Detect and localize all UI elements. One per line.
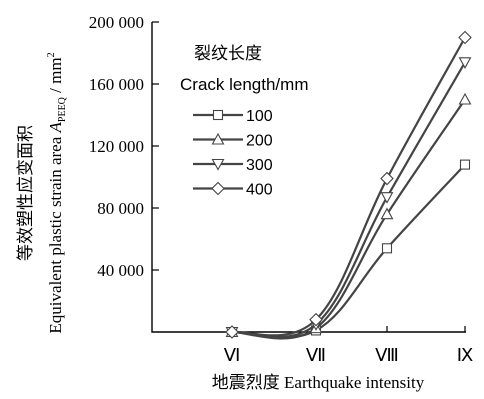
legend-label: 200 bbox=[246, 133, 273, 150]
x-tick-label: Ⅷ bbox=[375, 345, 399, 365]
y-axis-title-en-group: Equivalent plastic strain area APEEQ / m… bbox=[46, 52, 68, 333]
data-point bbox=[458, 57, 472, 69]
data-point bbox=[458, 30, 472, 45]
legend-label: 100 bbox=[246, 108, 273, 125]
axis-lines bbox=[151, 22, 466, 333]
y-tick-label: 120 000 bbox=[89, 137, 144, 156]
legend-marker bbox=[211, 158, 225, 171]
data-point bbox=[309, 312, 323, 327]
y-axis-title-zh-group: 等效塑性应变面积 bbox=[16, 125, 35, 261]
legend-item-400: 400 bbox=[193, 182, 273, 199]
y-axis-var: A bbox=[46, 121, 65, 133]
y-tick-label: 160 000 bbox=[89, 75, 144, 94]
series-line bbox=[231, 61, 466, 339]
series-400 bbox=[225, 30, 472, 339]
legend-label: 400 bbox=[246, 182, 273, 199]
data-point bbox=[225, 325, 239, 339]
data-point bbox=[380, 171, 394, 186]
legend-marker bbox=[211, 132, 225, 145]
legend-item-100: 100 bbox=[193, 108, 273, 125]
y-axis-title-en-text: Equivalent plastic strain area bbox=[46, 136, 65, 333]
y-axis-title-en: Equivalent plastic strain area APEEQ / m… bbox=[46, 52, 68, 333]
data-point bbox=[458, 92, 472, 105]
series-line bbox=[231, 36, 466, 337]
legend: 裂纹长度 Crack length/mm 100 200 300 400 bbox=[180, 44, 308, 199]
series-200 bbox=[225, 92, 472, 340]
y-axis-unit-sup: 2 bbox=[46, 52, 57, 57]
series-layer bbox=[225, 30, 472, 340]
legend-title-zh: 裂纹长度 bbox=[194, 44, 262, 63]
x-tick-label: Ⅵ bbox=[224, 345, 241, 365]
legend-label: 300 bbox=[246, 157, 273, 174]
y-tick-label: 200 000 bbox=[89, 13, 144, 32]
x-tick-label: Ⅶ bbox=[306, 345, 326, 365]
legend-title-en: Crack length/mm bbox=[180, 75, 308, 94]
y-tick-label: 40 000 bbox=[97, 261, 144, 280]
legend-marker bbox=[212, 109, 224, 121]
y-tick-label: 80 000 bbox=[97, 199, 144, 218]
y-axis-var-sub: PEEQ bbox=[57, 96, 68, 122]
x-axis-title: 地震烈度 Earthquake intensity bbox=[212, 373, 425, 392]
data-point bbox=[381, 243, 393, 254]
series-line bbox=[231, 98, 466, 340]
x-tick-label: Ⅸ bbox=[457, 345, 474, 365]
data-point bbox=[459, 159, 471, 170]
legend-item-200: 200 bbox=[193, 133, 273, 150]
legend-item-300: 300 bbox=[193, 157, 273, 174]
legend-marker bbox=[211, 181, 225, 196]
data-point bbox=[380, 192, 394, 204]
y-axis-unit: / mm bbox=[46, 57, 65, 97]
y-axis-title-zh: 等效塑性应变面积 bbox=[16, 125, 35, 261]
data-point bbox=[380, 207, 394, 220]
axes: 40 000 80 000 120 000 160 000 200 000 Ⅵ Ⅶ Ⅷ Ⅸ bbox=[89, 13, 474, 365]
